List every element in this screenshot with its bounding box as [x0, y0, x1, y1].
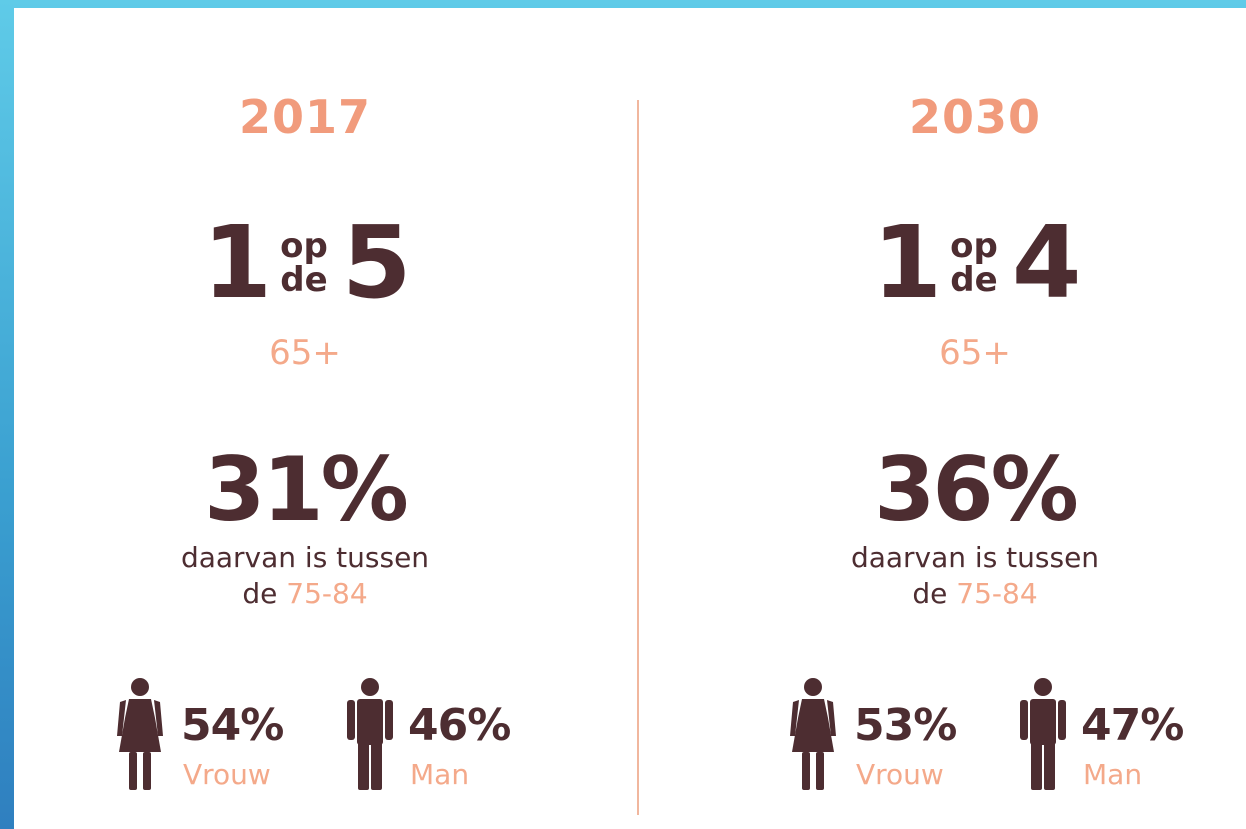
description-prefix: de	[242, 577, 278, 610]
icon-part	[1020, 700, 1028, 740]
description-line: de 75-84	[5, 576, 605, 612]
man-icon	[347, 678, 393, 790]
ratio-left: 1	[202, 204, 273, 321]
icon-part	[347, 700, 355, 740]
ratio-bottom: de	[280, 260, 328, 300]
age-range: 75-84	[286, 577, 368, 610]
women-label: Vrouw	[183, 758, 271, 791]
divider	[637, 100, 639, 815]
ratio-top: op	[280, 226, 328, 266]
icon-part	[1034, 678, 1052, 696]
icon-part	[1031, 740, 1042, 790]
icon-part	[117, 678, 163, 790]
icon-part	[361, 678, 379, 696]
icon-part	[385, 700, 393, 740]
icon-part	[1044, 740, 1055, 790]
icon-part	[804, 678, 822, 696]
ratio: 1 op de 5	[5, 208, 605, 318]
icon-part	[117, 700, 163, 736]
icon-part	[119, 699, 161, 752]
ratio-right: 5	[341, 204, 412, 321]
icon-part	[357, 699, 383, 745]
icon-part	[347, 678, 393, 790]
description-line: de 75-84	[675, 576, 1246, 612]
ratio-top: op	[950, 226, 998, 266]
men-percentage: 47%	[1081, 700, 1184, 751]
icon-part	[816, 752, 824, 790]
icon-part	[790, 700, 836, 736]
icon-part	[347, 678, 393, 794]
ratio-bottom: de	[950, 260, 998, 300]
men-percentage: 46%	[408, 700, 511, 751]
description: daarvan is tussen	[850, 541, 1100, 574]
woman-icon	[117, 678, 163, 790]
icon-part	[143, 752, 151, 790]
percentage: 31%	[204, 438, 409, 541]
icon-part	[371, 740, 382, 790]
description: daarvan is tussen	[180, 541, 430, 574]
ratio-left: 1	[872, 204, 943, 321]
year: 2030	[908, 90, 1042, 144]
ratio: 1 op de 4	[675, 208, 1246, 318]
icon-part	[1020, 678, 1066, 790]
ratio-words: op de	[950, 229, 998, 297]
ratio-right: 4	[1011, 204, 1082, 321]
icon-part	[358, 740, 369, 790]
ratio-words: op de	[280, 229, 328, 297]
women-percentage: 54%	[181, 700, 284, 751]
column: 2017 1 op de 5 65+ 31% daarvan is tussen …	[5, 8, 605, 829]
women-label: Vrouw	[856, 758, 944, 791]
men-label: Man	[1083, 758, 1143, 791]
description-block: daarvan is tussen de 75-84	[5, 540, 605, 612]
men-label: Man	[410, 758, 470, 791]
icon-part	[129, 752, 137, 790]
column: 2030 1 op de 4 65+ 36% daarvan is tussen …	[675, 8, 1246, 829]
description-block: daarvan is tussen de 75-84	[675, 540, 1246, 612]
year: 2017	[238, 90, 372, 144]
icon-part	[1030, 699, 1056, 745]
percentage: 36%	[874, 438, 1079, 541]
icon-part	[1058, 700, 1066, 740]
woman-icon	[790, 678, 836, 790]
icon-part	[1020, 678, 1066, 794]
women-percentage: 53%	[854, 700, 957, 751]
age: 65+	[939, 333, 1011, 373]
icon-part	[792, 699, 834, 752]
icon-part	[802, 752, 810, 790]
panel: 2017 1 op de 5 65+ 31% daarvan is tussen …	[14, 8, 1246, 829]
icon-part	[131, 678, 149, 696]
icon-part	[790, 678, 836, 794]
man-icon	[1020, 678, 1066, 790]
age-range: 75-84	[956, 577, 1038, 610]
icon-part	[117, 678, 163, 794]
icon-part	[790, 678, 836, 790]
description-prefix: de	[912, 577, 948, 610]
age: 65+	[269, 333, 341, 373]
